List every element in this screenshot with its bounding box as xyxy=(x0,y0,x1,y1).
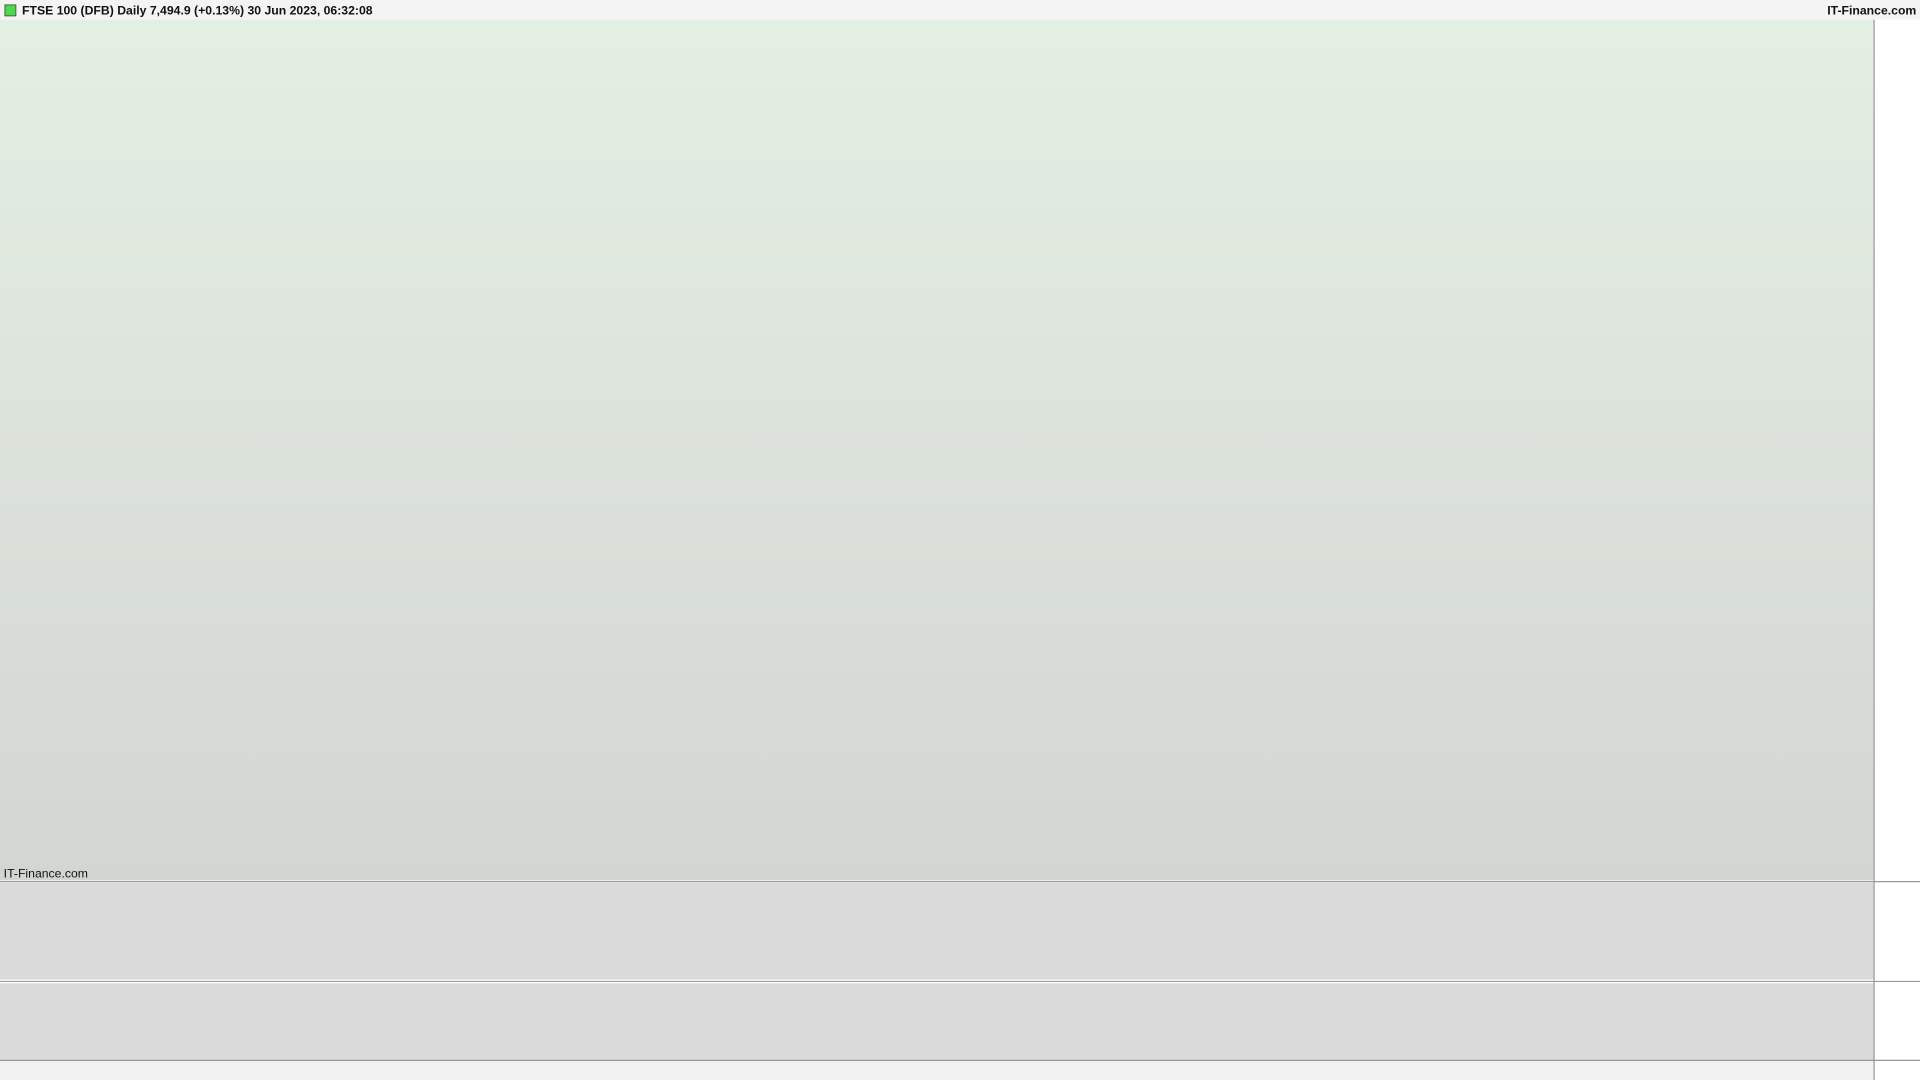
watermark: IT-Finance.com xyxy=(4,867,88,881)
ema-panel-background xyxy=(0,983,1874,1061)
price-panel-background xyxy=(0,19,1874,881)
chart-title: FTSE 100 (DFB) Daily 7,494.9 (+0.13%) 30… xyxy=(22,3,373,17)
source-label: IT-Finance.com xyxy=(1827,3,1916,17)
title-icon xyxy=(4,4,17,17)
label-layer: FTSE 100 (DFB) Daily 7,494.9 (+0.13%) 30… xyxy=(4,3,1917,880)
title-bar xyxy=(0,0,1920,20)
rsi-panel-background xyxy=(0,882,1874,980)
x-axis-background xyxy=(0,1060,1874,1080)
